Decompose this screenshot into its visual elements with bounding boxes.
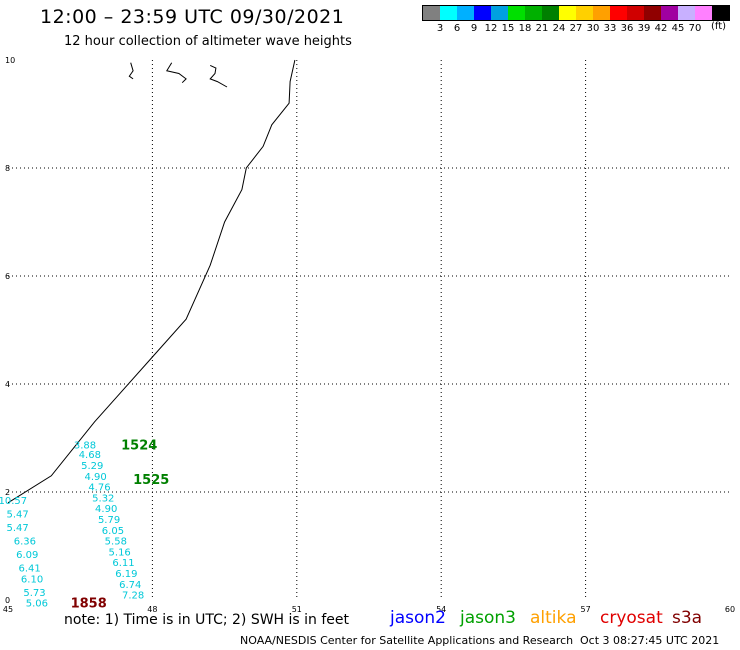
satellite-jason2: jason2 bbox=[390, 608, 446, 628]
wave-height-label: 3.88 bbox=[74, 440, 96, 451]
x-tick-label: 48 bbox=[147, 605, 157, 614]
legend-label: 27 bbox=[569, 23, 583, 34]
legend-label: 30 bbox=[586, 23, 600, 34]
legend-swatch bbox=[457, 6, 474, 20]
legend-label: 21 bbox=[535, 23, 549, 34]
x-tick-label: 60 bbox=[725, 605, 735, 614]
legend-swatch bbox=[508, 6, 525, 20]
wave-height-label: 5.58 bbox=[105, 537, 127, 548]
legend-label: 33 bbox=[603, 23, 617, 34]
x-tick-label: 45 bbox=[3, 605, 13, 614]
legend-swatch bbox=[576, 6, 593, 20]
page-subtitle: 12 hour collection of altimeter wave hei… bbox=[64, 34, 352, 49]
wave-height-label: 5.47 bbox=[6, 510, 28, 521]
wave-height-label: 7.28 bbox=[122, 591, 144, 602]
wave-height-label: 6.36 bbox=[14, 537, 36, 548]
island bbox=[166, 62, 187, 84]
legend-label: 9 bbox=[470, 23, 478, 34]
legend-label: 6 bbox=[453, 23, 461, 34]
legend-swatch bbox=[491, 6, 508, 20]
legend-label: 24 bbox=[552, 23, 566, 34]
wave-height-label: 6.11 bbox=[112, 558, 134, 569]
legend-swatch bbox=[695, 6, 712, 20]
pass-time-label: 1858 bbox=[71, 597, 107, 612]
legend-swatch bbox=[559, 6, 576, 20]
legend-label: 45 bbox=[671, 23, 685, 34]
y-tick-label: 10 bbox=[5, 56, 15, 65]
x-tick-label: 54 bbox=[436, 605, 446, 614]
legend-unit: (ft) bbox=[711, 21, 727, 32]
legend-label: 18 bbox=[518, 23, 532, 34]
y-tick-label: 8 bbox=[5, 164, 10, 173]
legend-label: 36 bbox=[620, 23, 634, 34]
wave-height-label: 5.47 bbox=[6, 523, 28, 534]
y-tick-label: 2 bbox=[5, 488, 10, 497]
wave-height-label: 6.41 bbox=[19, 564, 41, 575]
legend-swatch bbox=[525, 6, 542, 20]
page-title: 12:00 – 23:59 UTC 09/30/2021 bbox=[40, 6, 345, 28]
legend-swatch bbox=[678, 6, 695, 20]
island bbox=[128, 62, 134, 80]
island bbox=[209, 64, 228, 88]
coastline bbox=[7, 59, 296, 504]
wave-height-label: 5.79 bbox=[98, 515, 120, 526]
y-tick-label: 6 bbox=[5, 272, 10, 281]
legend-swatch bbox=[644, 6, 661, 20]
wave-height-label: 5.73 bbox=[23, 588, 45, 599]
legend-label: 12 bbox=[484, 23, 498, 34]
legend-swatch bbox=[627, 6, 644, 20]
legend-label: 70 bbox=[688, 23, 702, 34]
legend-label: 3 bbox=[436, 23, 444, 34]
x-tick-label: 57 bbox=[581, 605, 591, 614]
wave-height-label: 5.06 bbox=[26, 599, 48, 610]
legend-swatch bbox=[593, 6, 610, 20]
wave-height-label: 6.10 bbox=[21, 574, 43, 585]
y-tick-label: 0 bbox=[5, 596, 10, 605]
wave-height-label: 10.57 bbox=[0, 496, 27, 507]
credit-organization: NOAA/NESDIS Center for Satellite Applica… bbox=[240, 634, 574, 647]
credit-timestamp: Oct 3 08:27:45 UTC 2021 bbox=[580, 634, 720, 647]
wave-height-label: 4.90 bbox=[84, 472, 106, 483]
pass-time-label: 1524 bbox=[121, 438, 157, 453]
satellite-cryosat: cryosat bbox=[600, 608, 663, 628]
legend-swatch bbox=[610, 6, 627, 20]
legend-label: 39 bbox=[637, 23, 651, 34]
wave-height-label: 6.05 bbox=[102, 526, 124, 537]
satellite-s3a: s3a bbox=[672, 608, 703, 628]
legend-swatch bbox=[712, 6, 729, 20]
wave-height-label: 4.68 bbox=[79, 450, 101, 461]
footer-note: note: 1) Time is in UTC; 2) SWH is in fe… bbox=[64, 612, 350, 628]
legend-swatch bbox=[542, 6, 559, 20]
legend-label: 15 bbox=[501, 23, 515, 34]
x-tick-label: 51 bbox=[292, 605, 302, 614]
pass-time-label: 1525 bbox=[133, 473, 169, 488]
legend-labels: 3 6 9 12 15 18 21 24 27 30 33 36 39 42 45 70 bbox=[422, 21, 730, 35]
wave-height-label: 6.19 bbox=[115, 569, 137, 580]
wave-height-legend: 3 6 9 12 15 18 21 24 27 30 33 36 39 42 45 70 bbox=[422, 5, 730, 35]
wave-height-label: 6.74 bbox=[119, 580, 141, 591]
legend-swatch bbox=[440, 6, 457, 20]
satellite-altika: altika bbox=[530, 608, 577, 628]
wave-height-label: 5.16 bbox=[109, 547, 131, 558]
legend-swatch bbox=[423, 6, 440, 20]
legend-label: 42 bbox=[654, 23, 668, 34]
wave-height-label: 5.29 bbox=[81, 461, 103, 472]
legend-swatch bbox=[661, 6, 678, 20]
y-tick-label: 4 bbox=[5, 380, 10, 389]
wave-height-label: 4.76 bbox=[88, 483, 110, 494]
legend-swatch bbox=[474, 6, 491, 20]
legend-swatches bbox=[422, 5, 730, 21]
wave-height-label: 6.09 bbox=[16, 550, 38, 561]
wave-height-label: 4.90 bbox=[95, 504, 117, 515]
satellite-jason3: jason3 bbox=[460, 608, 516, 628]
wave-height-label: 5.32 bbox=[92, 493, 114, 504]
